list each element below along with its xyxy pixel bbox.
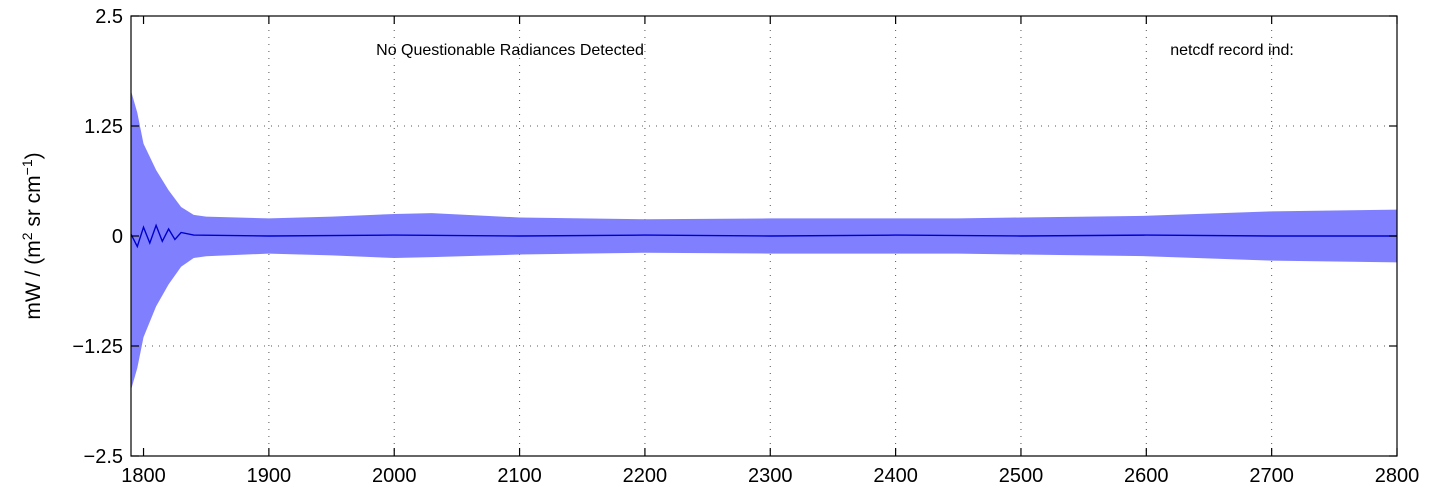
y-tick-label: 1.25 (84, 116, 123, 138)
x-tick-label: 2600 (1124, 465, 1169, 487)
ylabel-middle: sr cm (22, 175, 45, 232)
annotation-record: netcdf record ind: (1170, 42, 1294, 59)
x-tick-label: 2500 (999, 465, 1044, 487)
radiance-series-line (130, 223, 1397, 249)
ylabel-sup1: 2 (19, 232, 35, 240)
x-tick-label: 1900 (247, 465, 292, 487)
ylabel-suffix: ) (22, 152, 45, 159)
x-tick-label: 2100 (497, 465, 542, 487)
tick-layer: 1800 1900 2000 2100 2200 2300 2400 2500 2600 2700… (72, 6, 1419, 487)
x-tick-label: 1800 (121, 465, 166, 487)
uncertainty-band (131, 90, 1397, 391)
x-tick-label: 2000 (372, 465, 417, 487)
series-layer (130, 90, 1397, 391)
x-tick-label: 2300 (748, 465, 793, 487)
y-tick-label: 0 (112, 226, 123, 248)
ylabel-sup2: −1 (19, 159, 35, 175)
x-tick-label: 2200 (623, 465, 668, 487)
annotation-quality: No Questionable Radiances Detected (376, 42, 644, 59)
x-tick-label: 2400 (873, 465, 918, 487)
x-tick-label: 2800 (1375, 465, 1420, 487)
y-tick-label: −1.25 (72, 336, 123, 358)
ylabel-prefix: mW / (m (22, 240, 45, 319)
y-axis-label: mW / (m2 sr cm−1) (19, 152, 45, 319)
x-tick-label: 2700 (1249, 465, 1294, 487)
y-tick-label: 2.5 (95, 6, 123, 28)
y-tick-label: −2.5 (84, 446, 123, 468)
